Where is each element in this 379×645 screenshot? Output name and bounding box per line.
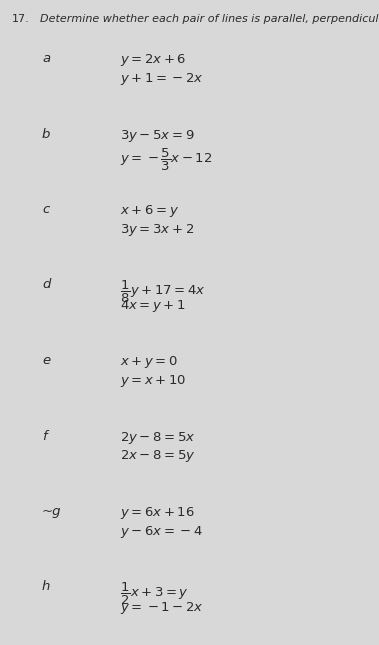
Text: $\dfrac{1}{8}y + 17 = 4x$: $\dfrac{1}{8}y + 17 = 4x$ xyxy=(120,279,206,304)
Text: Determine whether each pair of lines is parallel, perpendicular, or: Determine whether each pair of lines is … xyxy=(40,14,379,24)
Text: $2x - 8 = 5y$: $2x - 8 = 5y$ xyxy=(120,448,196,464)
Text: $3y = 3x + 2$: $3y = 3x + 2$ xyxy=(120,222,194,238)
Text: $\dfrac{1}{2}x + 3 = y$: $\dfrac{1}{2}x + 3 = y$ xyxy=(120,580,189,607)
Text: $y = -1 - 2x$: $y = -1 - 2x$ xyxy=(120,599,204,615)
Text: $4x = y + 1$: $4x = y + 1$ xyxy=(120,297,186,313)
Text: $x + 6 = y$: $x + 6 = y$ xyxy=(120,203,179,219)
Text: b: b xyxy=(42,128,50,141)
Text: $3y - 5x = 9$: $3y - 5x = 9$ xyxy=(120,128,194,143)
Text: ~g: ~g xyxy=(42,505,61,518)
Text: $y = -\dfrac{5}{3}x - 12$: $y = -\dfrac{5}{3}x - 12$ xyxy=(120,146,213,173)
Text: $y + 1 = -2x$: $y + 1 = -2x$ xyxy=(120,71,204,87)
Text: $y = x + 10$: $y = x + 10$ xyxy=(120,373,186,389)
Text: a: a xyxy=(42,52,50,65)
Text: c: c xyxy=(42,203,49,216)
Text: 17.: 17. xyxy=(12,14,30,24)
Text: $x + y = 0$: $x + y = 0$ xyxy=(120,354,178,370)
Text: h: h xyxy=(42,580,50,593)
Text: $y = 2x + 6$: $y = 2x + 6$ xyxy=(120,52,186,68)
Text: $y = 6x + 16$: $y = 6x + 16$ xyxy=(120,505,195,521)
Text: $2y - 8 = 5x$: $2y - 8 = 5x$ xyxy=(120,430,196,446)
Text: $y - 6x = -4$: $y - 6x = -4$ xyxy=(120,524,203,540)
Text: d: d xyxy=(42,279,50,292)
Text: e: e xyxy=(42,354,50,367)
Text: f: f xyxy=(42,430,47,442)
